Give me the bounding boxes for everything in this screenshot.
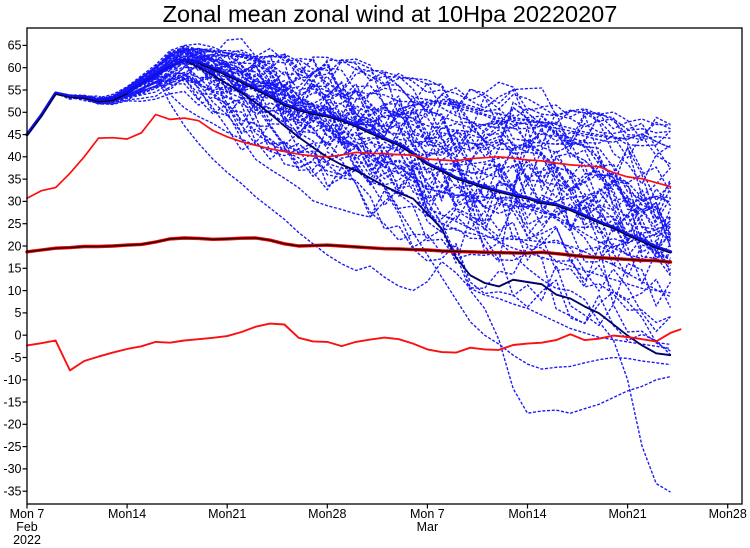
svg-text:35: 35 <box>8 172 22 186</box>
svg-text:Feb: Feb <box>16 520 38 534</box>
svg-text:Mon21: Mon21 <box>608 507 646 521</box>
svg-text:-25: -25 <box>3 440 21 454</box>
svg-text:0: 0 <box>15 329 22 343</box>
svg-text:60: 60 <box>8 61 22 75</box>
svg-text:Mon14: Mon14 <box>108 507 146 521</box>
svg-text:Mon21: Mon21 <box>208 507 246 521</box>
svg-text:45: 45 <box>8 128 22 142</box>
svg-text:Zonal mean zonal wind at 10Hpa: Zonal mean zonal wind at 10Hpa 20220207 <box>163 1 618 27</box>
svg-text:-30: -30 <box>3 462 21 476</box>
svg-text:55: 55 <box>8 83 22 97</box>
svg-text:Mon 7: Mon 7 <box>10 507 45 521</box>
svg-text:2022: 2022 <box>13 533 41 547</box>
svg-text:Mon14: Mon14 <box>508 507 546 521</box>
svg-text:Mon28: Mon28 <box>709 507 747 521</box>
svg-text:30: 30 <box>8 195 22 209</box>
svg-text:Mon 7: Mon 7 <box>410 507 445 521</box>
svg-text:-20: -20 <box>3 418 21 432</box>
svg-text:25: 25 <box>8 217 22 231</box>
svg-text:10: 10 <box>8 284 22 298</box>
svg-text:Mar: Mar <box>417 520 439 534</box>
svg-text:15: 15 <box>8 262 22 276</box>
svg-text:-10: -10 <box>3 373 21 387</box>
svg-text:65: 65 <box>8 39 22 53</box>
svg-text:20: 20 <box>8 239 22 253</box>
svg-text:-35: -35 <box>3 485 21 499</box>
svg-text:50: 50 <box>8 106 22 120</box>
svg-text:Mon28: Mon28 <box>308 507 346 521</box>
svg-text:-15: -15 <box>3 395 21 409</box>
svg-text:-5: -5 <box>10 351 21 365</box>
svg-text:5: 5 <box>15 306 22 320</box>
svg-text:40: 40 <box>8 150 22 164</box>
